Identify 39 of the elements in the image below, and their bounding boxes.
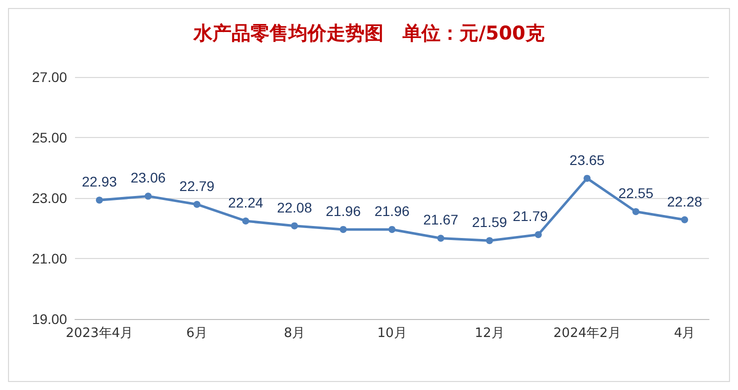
data-label: 21.96 (374, 202, 410, 219)
point (584, 174, 591, 182)
point (193, 200, 200, 208)
point (340, 226, 347, 233)
data-label: 22.08 (276, 199, 312, 216)
data-label: 22.79 (179, 178, 215, 194)
data-label: 23.06 (130, 170, 166, 186)
point (437, 234, 444, 242)
data-label: 21.59 (472, 214, 508, 230)
data-label: 22.93 (82, 174, 118, 190)
x-tick-label: 6月 (186, 326, 208, 341)
point (681, 216, 688, 224)
x-tick-label: 10月 (377, 326, 407, 341)
y-tick-label: 21.00 (32, 250, 68, 266)
x-tick-label: 2024年2月 (553, 326, 621, 341)
point (144, 192, 152, 200)
x-tick-label: 2023年4月 (66, 326, 134, 341)
point (632, 208, 640, 216)
point (290, 222, 298, 230)
y-tick-label: 19.00 (32, 311, 68, 327)
chart-title: 水产品零售均价走势图 单位：元/500克 (192, 22, 544, 44)
data-label: 22.28 (667, 193, 702, 210)
point (242, 217, 250, 224)
y-tick-label: 23.00 (32, 190, 68, 206)
data-label: 22.55 (618, 185, 654, 202)
point (486, 237, 494, 244)
y-tick-label: 25.00 (32, 130, 68, 146)
data-label: 22.24 (228, 194, 264, 210)
data-label: 21.96 (326, 202, 361, 219)
point (96, 196, 103, 204)
x-tick-label: 12月 (474, 326, 504, 341)
data-label: 21.79 (512, 208, 548, 224)
point (388, 226, 396, 233)
y-tick-label: 27.00 (32, 69, 68, 85)
data-label: 23.65 (570, 152, 605, 168)
x-tick-label: 8月 (284, 326, 306, 341)
point (534, 231, 542, 238)
data-label: 21.67 (423, 212, 458, 228)
x-tick-label: 4月 (674, 326, 696, 341)
